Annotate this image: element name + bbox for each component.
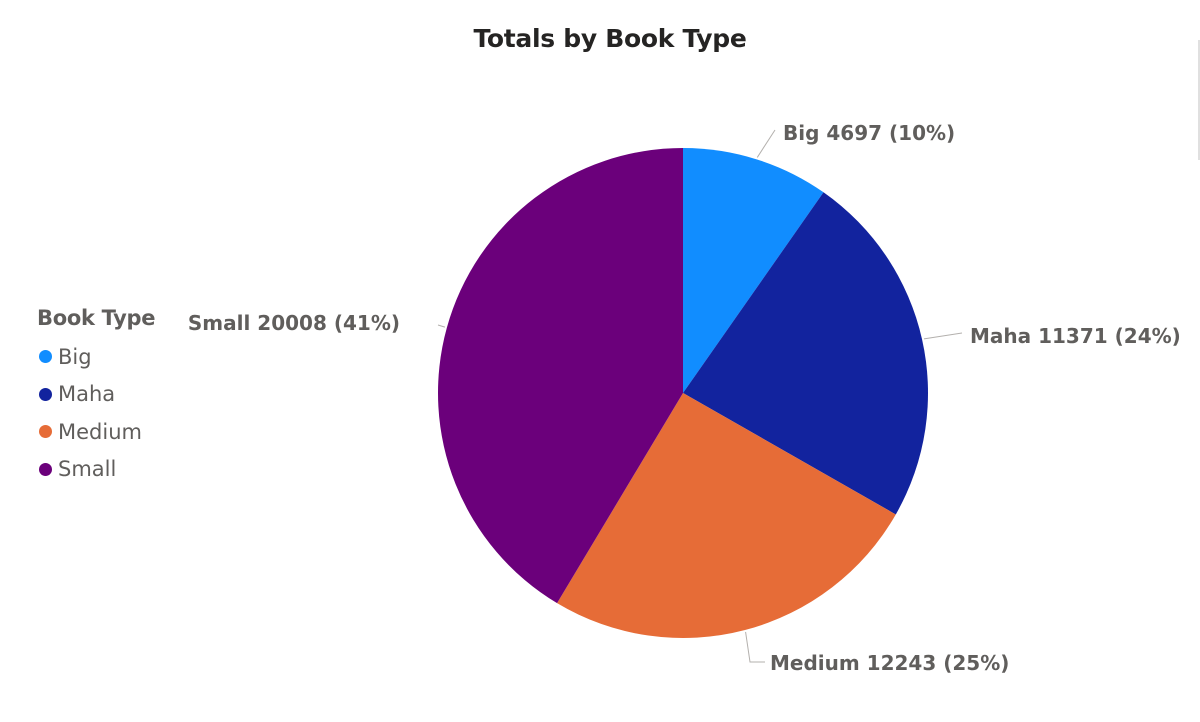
legend-title: Book Type xyxy=(37,306,156,330)
data-label-big: Big 4697 (10%) xyxy=(783,121,955,145)
chart-title: Totals by Book Type xyxy=(473,24,747,53)
pie-slice-maha[interactable] xyxy=(683,192,928,515)
pie-slice-big[interactable] xyxy=(683,148,824,393)
leader-line xyxy=(923,332,963,340)
legend-item-big[interactable]: Big xyxy=(37,338,155,376)
leader-line xyxy=(756,129,776,158)
data-label-medium: Medium 12243 (25%) xyxy=(770,651,1009,675)
leader-line xyxy=(745,631,765,663)
legend-dot-icon xyxy=(39,462,52,476)
legend-dot-icon xyxy=(39,425,52,439)
legend-item-maha[interactable]: Maha xyxy=(37,376,155,414)
legend-label: Big xyxy=(58,344,92,369)
legend-label: Medium xyxy=(58,419,142,444)
pie-slice-medium[interactable] xyxy=(557,393,896,639)
legend-item-small[interactable]: Small xyxy=(37,451,155,489)
legend-label: Small xyxy=(58,457,117,482)
legend-item-medium[interactable]: Medium xyxy=(37,413,155,451)
pie-slice-small[interactable] xyxy=(438,148,683,604)
data-label-maha: Maha 11371 (24%) xyxy=(970,324,1181,348)
leader-line xyxy=(437,324,446,328)
legend-label: Maha xyxy=(58,382,116,407)
legend-dot-icon xyxy=(39,350,52,364)
legend-dot-icon xyxy=(39,387,52,401)
panel-edge xyxy=(1198,40,1200,160)
data-label-small: Small 20008 (41%) xyxy=(188,311,400,335)
legend: Book Type Big Maha Medium Small xyxy=(37,306,156,489)
